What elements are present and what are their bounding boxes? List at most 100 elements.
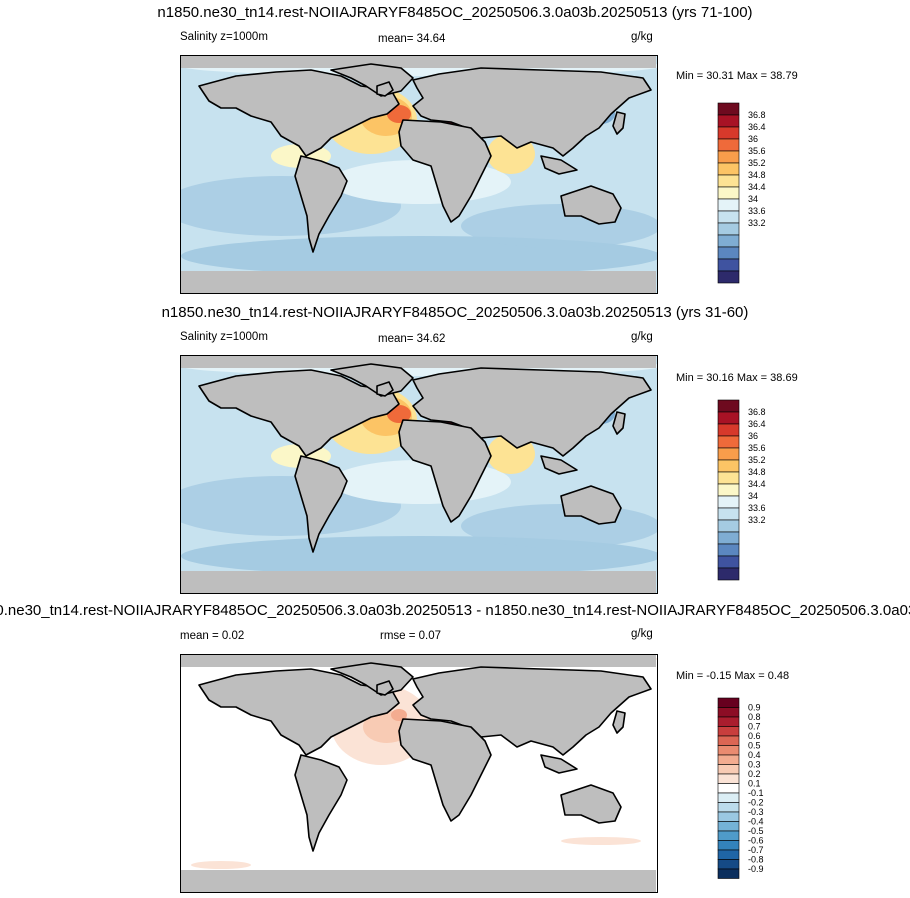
colorbar-box	[717, 174, 740, 188]
colorbar-tick-label: 33.2	[748, 515, 766, 525]
colorbar-tick-label: -0.3	[748, 807, 764, 817]
colorbar-box	[717, 707, 740, 718]
colorbar-tick-label: 35.6	[748, 443, 766, 453]
colorbar-tick-label: 36	[748, 431, 758, 441]
land-mass	[540, 455, 578, 475]
panel2-units-label: g/kg	[631, 331, 653, 343]
colorbar-tick-label: 35.2	[748, 158, 766, 168]
land-mass	[181, 56, 656, 68]
colorbar-box	[717, 859, 740, 870]
panel3-title: n1850.ne30_tn14.rest-NOIIAJRARYF8485OC_2…	[0, 602, 910, 619]
panel1-units-label: g/kg	[631, 31, 653, 43]
colorbar-tick-label: 34.8	[748, 170, 766, 180]
land-mass	[398, 119, 492, 223]
colorbar-box	[717, 483, 740, 497]
land-mass	[294, 155, 348, 253]
colorbar-tick-label: 33.6	[748, 503, 766, 513]
colorbar-box	[717, 754, 740, 765]
colorbar-box	[717, 567, 740, 581]
colorbar-box	[717, 447, 740, 461]
panel1-title: n1850.ne30_tn14.rest-NOIIAJRARYF8485OC_2…	[157, 4, 753, 21]
panel1-minmax: Min = 30.31 Max = 38.79	[676, 70, 798, 82]
colorbar-box	[717, 162, 740, 176]
colorbar-box	[717, 210, 740, 224]
colorbar-box	[717, 222, 740, 236]
colorbar-tick-label: -0.5	[748, 826, 764, 836]
colorbar-box	[717, 459, 740, 473]
colorbar-tick-label: 36.8	[748, 110, 766, 120]
colorbar-tick-label: 34	[748, 194, 758, 204]
land-mass	[412, 67, 652, 157]
panel1-variable-label: Salinity z=1000m	[180, 31, 268, 43]
land-mass	[181, 870, 656, 892]
land-mass	[612, 111, 626, 135]
colorbar-box	[717, 150, 740, 164]
colorbar-tick-label: 0.4	[748, 750, 761, 760]
panel3-units-label: g/kg	[631, 628, 653, 640]
panel2-title: n1850.ne30_tn14.rest-NOIIAJRARYF8485OC_2…	[161, 304, 749, 321]
land-mass	[198, 668, 400, 756]
land-mass	[612, 710, 626, 734]
panel3-rmse-label: rmse = 0.07	[380, 630, 442, 642]
colorbar-tick-label: -0.6	[748, 836, 764, 846]
colorbar-box	[717, 411, 740, 425]
colorbar-box	[717, 811, 740, 822]
colorbar-box	[717, 507, 740, 521]
panel2-map	[180, 355, 658, 594]
colorbar-tick-label: 34.4	[748, 182, 766, 192]
colorbar-tick-label: 34.8	[748, 467, 766, 477]
land-mass	[612, 411, 626, 435]
land-mass	[376, 381, 394, 397]
colorbar-box	[717, 531, 740, 545]
colorbar-box	[717, 186, 740, 200]
colorbar-box	[717, 102, 740, 116]
panel2-mean-label: mean= 34.62	[378, 333, 446, 345]
panel1-map	[180, 55, 658, 294]
colorbar-box	[717, 198, 740, 212]
colorbar-tick-label: 0.1	[748, 779, 761, 789]
land-mass	[294, 754, 348, 852]
colorbar-box	[717, 270, 740, 284]
colorbar-box	[717, 471, 740, 485]
land-mass	[398, 718, 492, 822]
colorbar-box	[717, 726, 740, 737]
land-mass	[412, 367, 652, 457]
land-mass	[376, 680, 394, 696]
colorbar-box	[717, 735, 740, 746]
land-mass	[294, 455, 348, 553]
panel3-mean-label: mean = 0.02	[180, 630, 245, 642]
panel3-map	[180, 654, 658, 893]
colorbar-box	[717, 495, 740, 509]
colorbar-box	[717, 764, 740, 775]
colorbar-tick-label: -0.1	[748, 788, 764, 798]
panel1-mean-label: mean= 34.64	[378, 33, 446, 45]
land-mass	[560, 485, 622, 525]
land-mass	[398, 419, 492, 523]
colorbar-box	[717, 802, 740, 813]
colorbar-tick-label: 0.8	[748, 712, 761, 722]
colorbar-tick-label: -0.4	[748, 817, 764, 827]
colorbar-box	[717, 258, 740, 272]
land-mass	[560, 784, 622, 824]
colorbar-box	[717, 126, 740, 140]
colorbar-tick-label: 36.8	[748, 407, 766, 417]
colorbar-tick-label: -0.7	[748, 845, 764, 855]
panel2-minmax: Min = 30.16 Max = 38.69	[676, 372, 798, 384]
colorbar-tick-label: 0.9	[748, 703, 761, 713]
panel1-colorbar: 36.8 36.4 36 35.6 35.2 34.8 34.4 34 33.6 33.2	[717, 102, 798, 288]
land-mass	[198, 69, 400, 157]
land-mass	[181, 655, 656, 667]
land-mass	[181, 571, 656, 593]
colorbar-box	[717, 234, 740, 248]
salinity-contour-region	[461, 204, 657, 248]
colorbar-tick-label: -0.8	[748, 855, 764, 865]
colorbar-box	[717, 519, 740, 533]
salinity-contour-region	[561, 837, 641, 845]
land-mass	[376, 81, 394, 97]
colorbar-tick-label: 0.7	[748, 722, 761, 732]
colorbar-tick-label: 0.6	[748, 731, 761, 741]
colorbar-box	[717, 716, 740, 727]
colorbar-box	[717, 423, 740, 437]
colorbar-box	[717, 830, 740, 841]
colorbar-box	[717, 435, 740, 449]
